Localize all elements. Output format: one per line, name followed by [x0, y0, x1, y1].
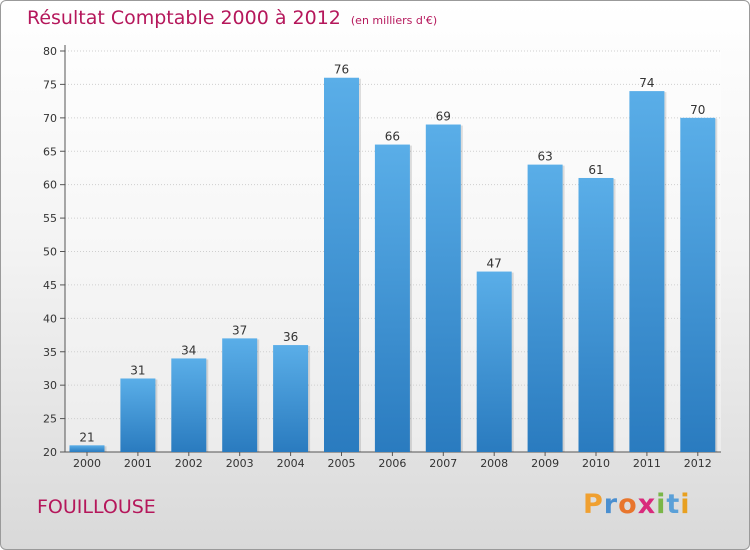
y-tick-label: 25 [43, 413, 57, 426]
bar [222, 338, 258, 452]
y-tick-label: 30 [43, 379, 57, 392]
logo-letter: i [656, 489, 667, 520]
y-tick-label: 80 [43, 45, 57, 58]
y-tick-label: 60 [43, 179, 57, 192]
logo-letter: o [618, 489, 638, 520]
town-name: FOUILLOUSE [37, 496, 156, 518]
x-tick-label: 2011 [633, 457, 661, 470]
bar [374, 144, 410, 453]
y-tick-label: 35 [43, 346, 57, 359]
data-label: 31 [130, 363, 145, 377]
data-label: 66 [385, 130, 400, 144]
y-tick-label: 65 [43, 145, 57, 158]
x-tick-label: 2001 [124, 457, 152, 470]
data-label: 70 [690, 103, 705, 117]
bar [527, 164, 563, 452]
bar [69, 445, 105, 452]
chart-title: Résultat Comptable 2000 à 2012 (en millie… [27, 7, 437, 29]
data-label: 47 [487, 257, 502, 271]
data-label: 21 [79, 430, 94, 444]
bar [171, 358, 207, 452]
proxiti-logo: Proxiti [583, 489, 691, 520]
x-tick-label: 2007 [429, 457, 457, 470]
x-tick-label: 2010 [582, 457, 610, 470]
bar [629, 91, 665, 452]
data-label: 34 [181, 343, 196, 357]
chart-title-text: Résultat Comptable 2000 à 2012 [27, 7, 341, 29]
x-tick-label: 2003 [226, 457, 254, 470]
bar [324, 77, 359, 452]
data-label: 76 [334, 63, 349, 77]
data-label: 63 [537, 150, 552, 164]
data-label: 74 [639, 76, 654, 90]
y-tick-label: 75 [43, 78, 57, 91]
x-tick-label: 2008 [480, 457, 508, 470]
data-label: 37 [232, 323, 247, 337]
bar [476, 271, 512, 452]
bar [578, 177, 614, 452]
x-tick-label: 2012 [684, 457, 712, 470]
logo-letter: x [637, 489, 657, 520]
x-tick-label: 2004 [277, 457, 305, 470]
y-tick-label: 55 [43, 212, 57, 225]
chart-subtitle: (en milliers d'€) [350, 14, 438, 27]
logo-letter: r [603, 489, 619, 520]
logo-letter: i [680, 489, 691, 520]
data-label: 61 [588, 163, 603, 177]
bar [425, 124, 461, 453]
y-tick-label: 45 [43, 279, 57, 292]
y-tick-label: 70 [43, 112, 57, 125]
x-tick-label: 2000 [73, 457, 101, 470]
logo-letter: t [666, 489, 681, 520]
bar [273, 345, 309, 452]
x-tick-label: 2009 [531, 457, 559, 470]
bar [680, 117, 716, 452]
data-label: 69 [436, 110, 451, 124]
bar [120, 378, 156, 452]
data-label: 36 [283, 330, 298, 344]
logo-letter: P [583, 489, 604, 520]
y-tick-label: 20 [43, 446, 57, 459]
x-tick-label: 2002 [175, 457, 203, 470]
x-tick-label: 2005 [328, 457, 356, 470]
x-tick-label: 2006 [378, 457, 406, 470]
y-tick-label: 40 [43, 312, 57, 325]
y-tick-label: 50 [43, 246, 57, 259]
